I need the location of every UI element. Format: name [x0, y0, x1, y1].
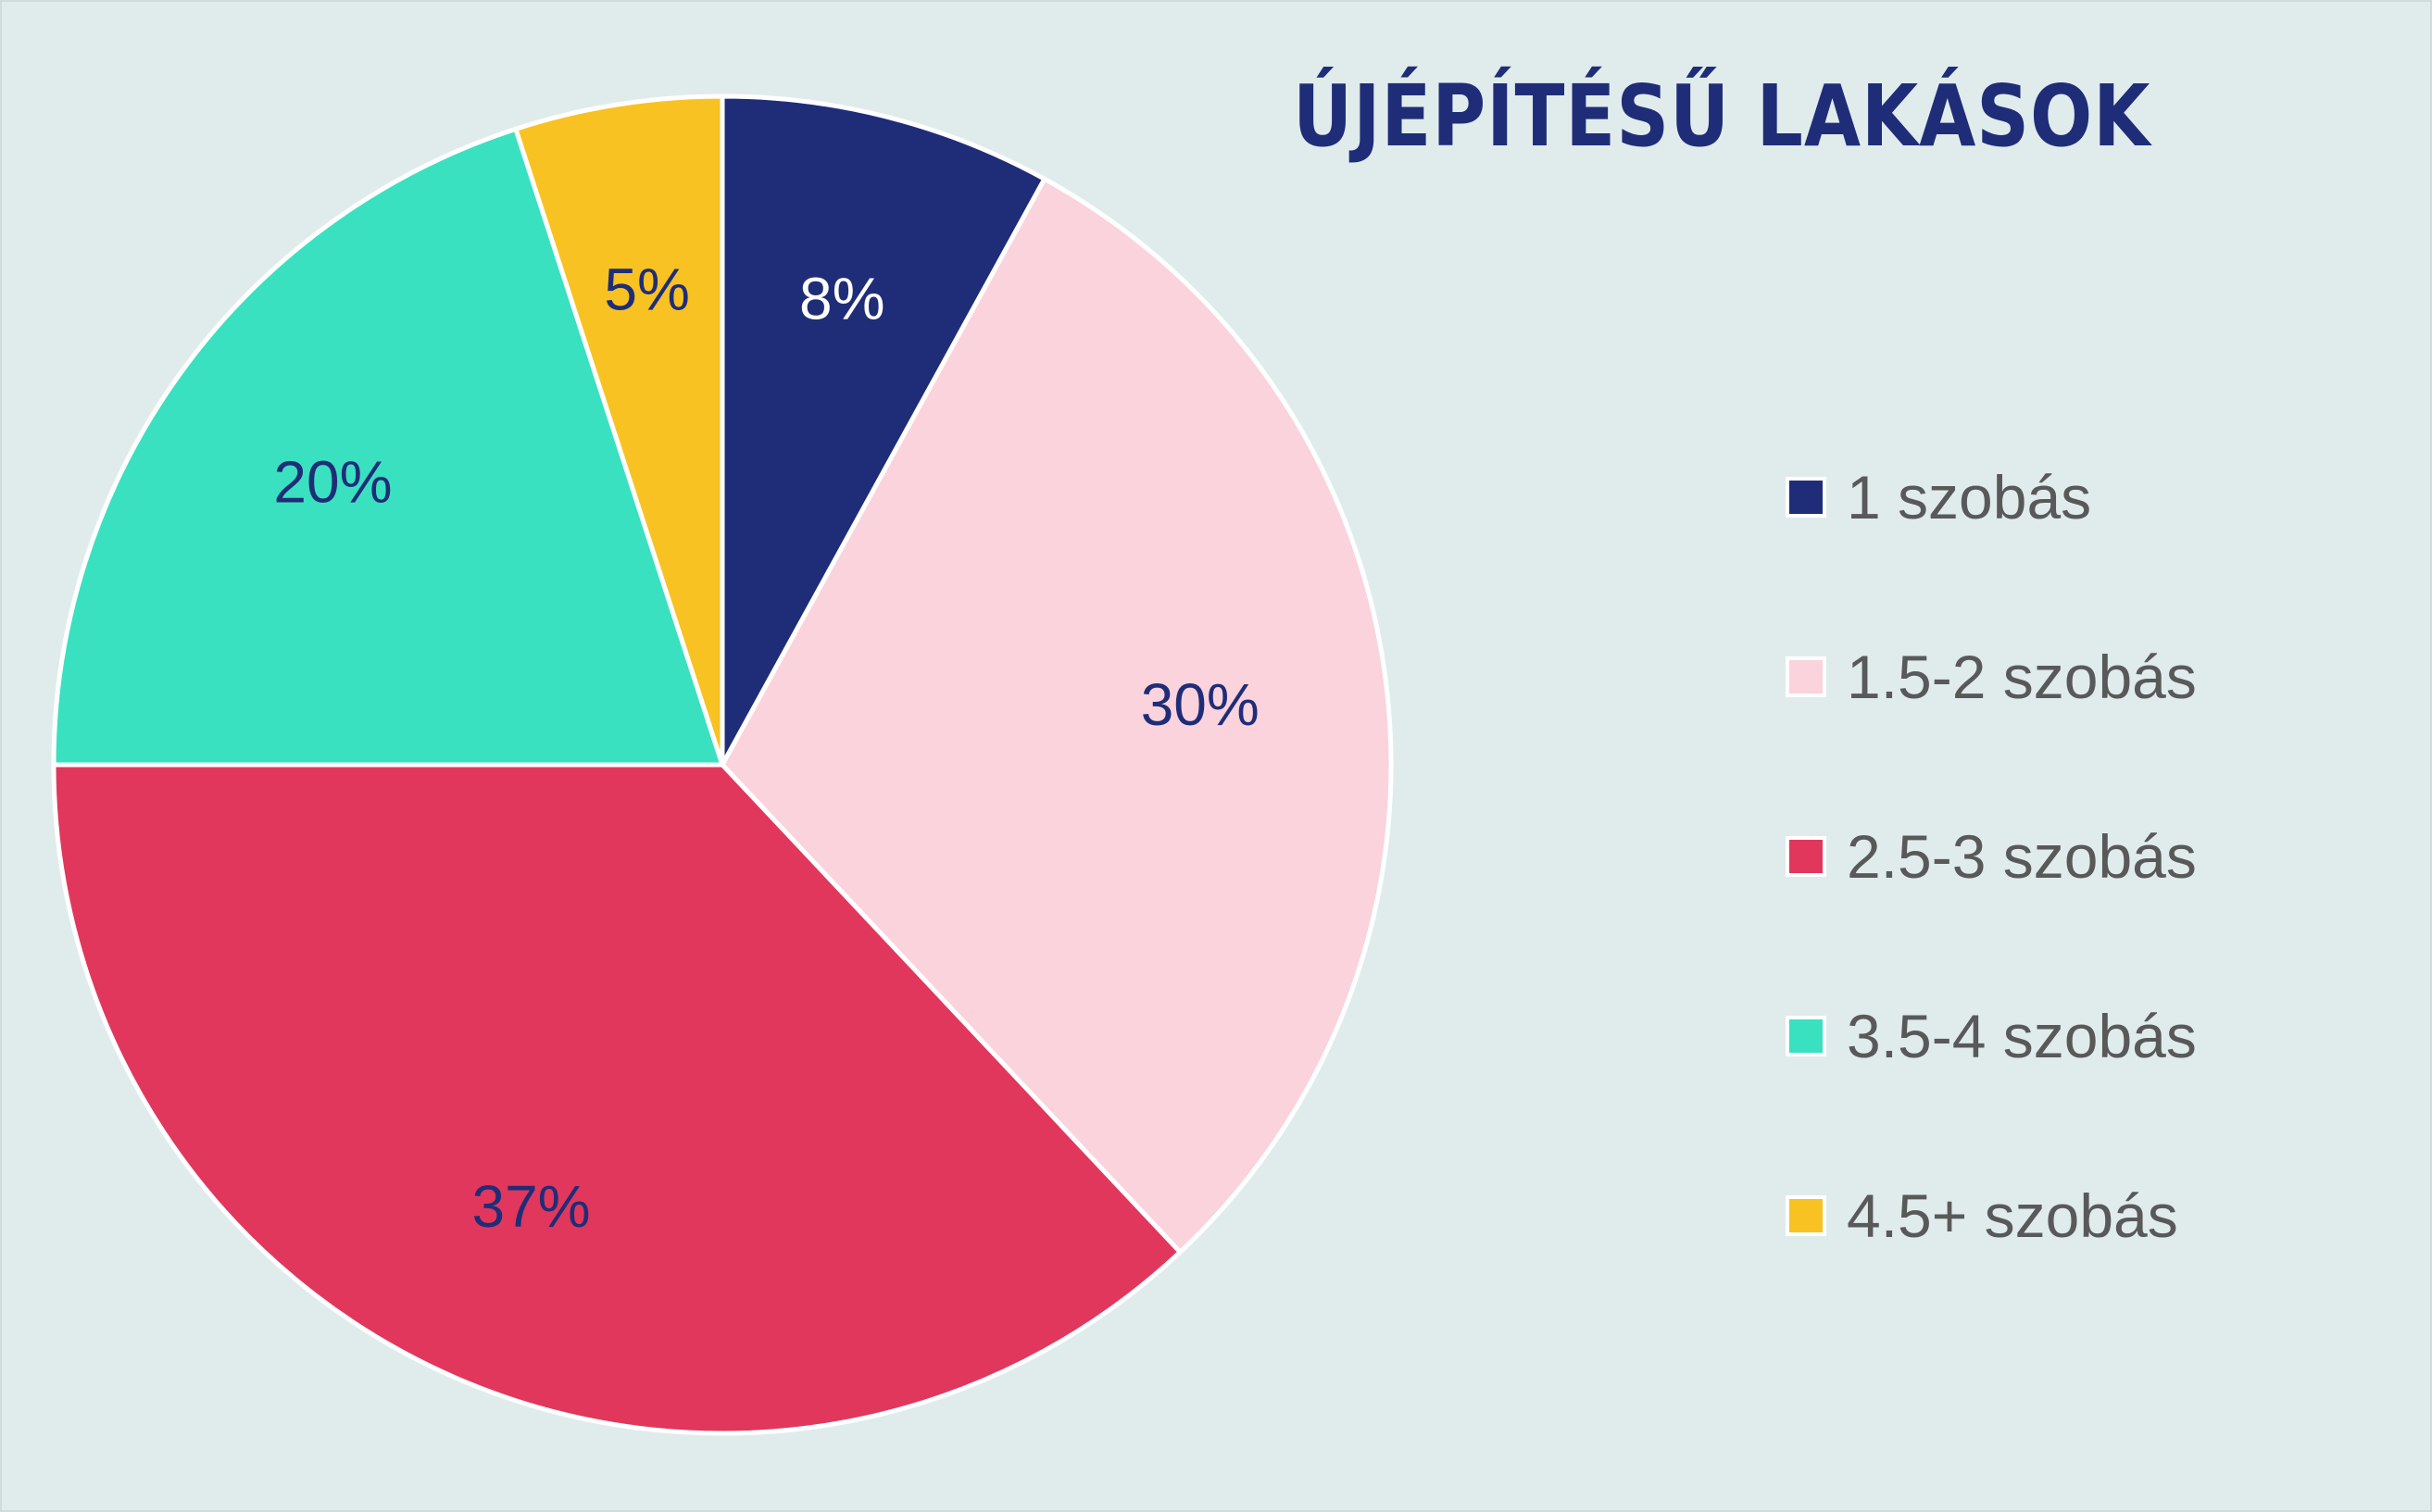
- pie-data-labels: 8% 30% 37% 20% 5%: [273, 256, 1259, 1241]
- legend-label: 1.5-2 szobás: [1847, 643, 2197, 711]
- legend-item-2: 1.5-2 szobás: [1786, 587, 2397, 767]
- legend-swatch: [1786, 656, 1826, 697]
- pie-slice-5: [513, 94, 725, 768]
- legend-item-5: 4.5+ szobás: [1786, 1126, 2397, 1306]
- legend-label: 3.5-4 szobás: [1847, 1002, 2197, 1070]
- pie-slice-1: [720, 94, 1047, 768]
- pie-slice-2: [720, 176, 1394, 1255]
- data-label-4: 20%: [273, 448, 392, 515]
- pie-slices: [51, 94, 1394, 1436]
- data-label-1: 8%: [799, 265, 885, 331]
- legend-item-4: 3.5-4 szobás: [1786, 946, 2397, 1126]
- legend-item-1: 1 szobás: [1786, 407, 2397, 587]
- legend-swatch: [1786, 836, 1826, 877]
- pie-slice-4: [51, 126, 725, 768]
- legend-swatch: [1786, 1195, 1826, 1236]
- chart-title: ÚJÉPÍTÉSŰ LAKÁSOK: [1293, 67, 2151, 166]
- pie-slice-3: [51, 762, 1183, 1436]
- data-label-2: 30%: [1141, 671, 1260, 738]
- data-label-5: 5%: [604, 256, 690, 323]
- data-label-3: 37%: [471, 1173, 590, 1240]
- legend-label: 2.5-3 szobás: [1847, 822, 2197, 891]
- chart-legend: 1 szobás 1.5-2 szobás 2.5-3 szobás 3.5-4 sz…: [1786, 407, 2397, 1306]
- legend-label: 4.5+ szobás: [1847, 1181, 2178, 1250]
- legend-label: 1 szobás: [1847, 463, 2092, 531]
- legend-swatch: [1786, 1016, 1826, 1056]
- legend-swatch: [1786, 477, 1826, 518]
- legend-item-3: 2.5-3 szobás: [1786, 767, 2397, 946]
